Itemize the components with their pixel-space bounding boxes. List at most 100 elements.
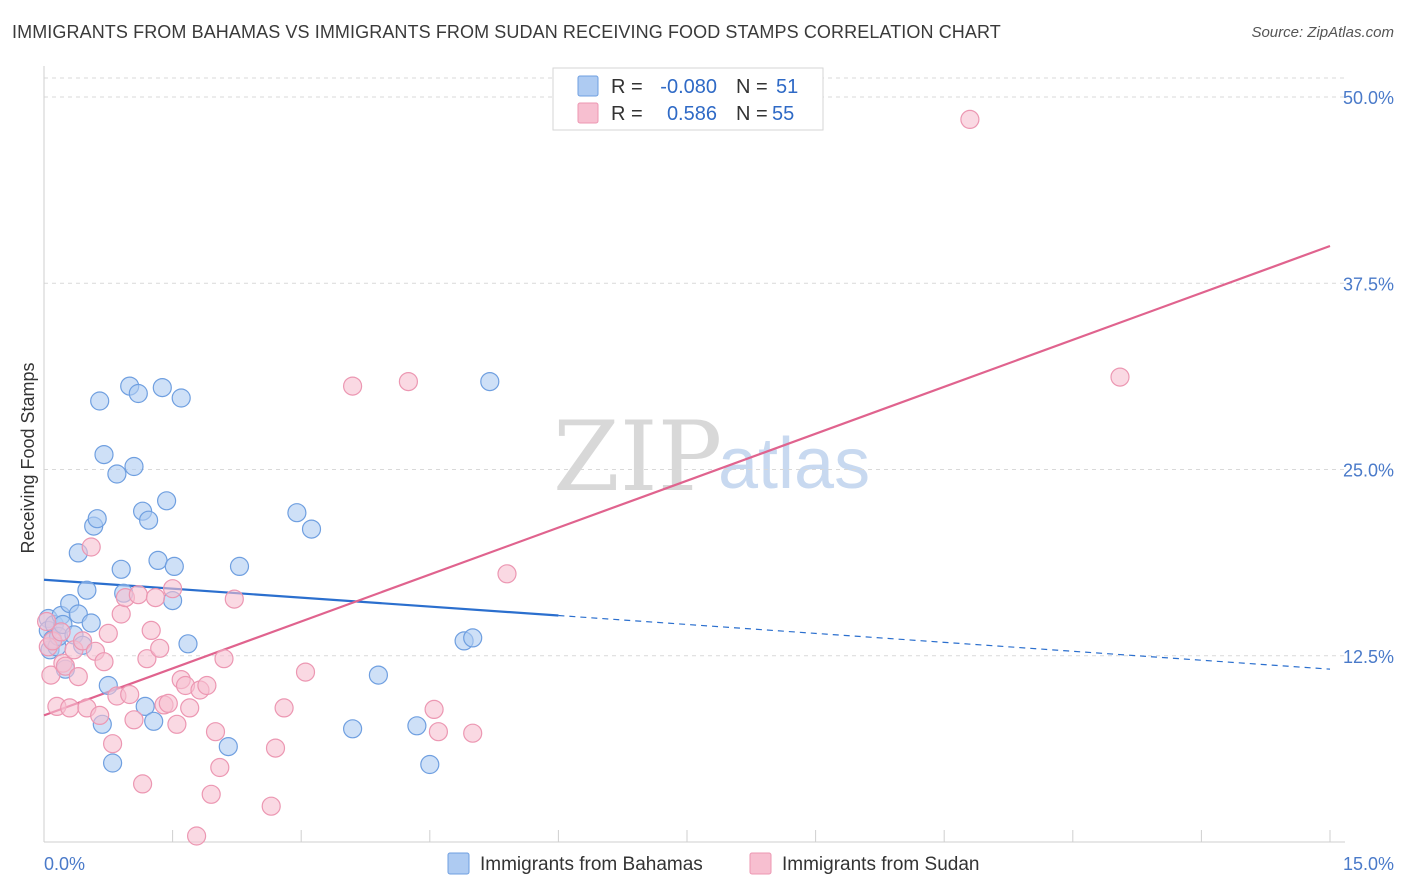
series-legend: Immigrants from Bahamas Immigrants from … — [447, 852, 979, 875]
legend-r-value-sudan: 0.586 — [667, 103, 717, 125]
point-sudan — [111, 604, 131, 624]
bottom-legend-label-sudan: Immigrants from Sudan — [782, 854, 979, 875]
chart-title: IMMIGRANTS FROM BAHAMAS VS IMMIGRANTS FR… — [12, 22, 1001, 42]
point-bahamas — [152, 378, 172, 398]
bottom-legend-label-bahamas: Immigrants from Bahamas — [480, 854, 703, 875]
point-bahamas — [368, 665, 388, 685]
legend-r-value-bahamas: -0.080 — [660, 76, 717, 98]
point-sudan — [265, 738, 286, 758]
points-layer — [36, 109, 1130, 846]
point-sudan — [398, 372, 418, 392]
point-sudan — [163, 579, 183, 599]
point-sudan — [214, 649, 234, 669]
legend-r-label-sudan: R = — [611, 103, 643, 125]
point-sudan — [261, 796, 281, 816]
point-sudan — [51, 622, 71, 642]
point-sudan — [960, 109, 980, 130]
trend-line-bahamas — [43, 578, 559, 617]
point-bahamas — [135, 696, 155, 717]
point-sudan — [94, 652, 114, 672]
trend-line-sudan — [43, 244, 1331, 717]
point-sudan — [463, 723, 483, 743]
x-tick-label-min: 0.0% — [44, 854, 85, 874]
point-sudan — [60, 698, 80, 718]
point-sudan — [1110, 367, 1130, 387]
point-bahamas — [171, 388, 191, 408]
y-tick-label: 50.0% — [1343, 88, 1394, 108]
point-sudan — [72, 631, 93, 651]
point-bahamas — [301, 519, 322, 539]
point-sudan — [210, 757, 230, 778]
x-tick-label-max: 15.0% — [1343, 854, 1394, 874]
trend-line-bahamas-extrapolated — [558, 614, 1331, 670]
point-bahamas — [87, 509, 107, 529]
point-bahamas — [139, 510, 159, 530]
point-sudan — [205, 722, 226, 742]
point-sudan — [295, 662, 316, 682]
point-sudan — [428, 722, 448, 742]
point-bahamas — [420, 754, 440, 775]
point-sudan — [158, 693, 178, 714]
point-sudan — [187, 826, 207, 846]
point-bahamas — [164, 556, 184, 577]
point-sudan — [81, 537, 101, 557]
point-sudan — [224, 589, 244, 609]
point-sudan — [145, 587, 166, 608]
source-label: Source: ZipAtlas.com — [1251, 24, 1394, 41]
point-bahamas — [229, 556, 250, 577]
point-sudan — [180, 698, 200, 718]
point-bahamas — [480, 372, 500, 392]
point-bahamas — [157, 491, 177, 511]
point-sudan — [343, 376, 363, 396]
point-sudan — [133, 774, 153, 794]
point-bahamas — [144, 711, 164, 731]
point-sudan — [128, 585, 148, 605]
point-sudan — [150, 638, 170, 658]
point-bahamas — [94, 445, 114, 465]
legend-swatch-bahamas — [577, 75, 599, 97]
y-tick-label: 12.5% — [1343, 647, 1394, 667]
point-sudan — [36, 611, 57, 632]
point-sudan — [90, 705, 110, 726]
point-sudan — [167, 714, 187, 734]
point-sudan — [55, 656, 76, 676]
point-bahamas — [111, 559, 131, 579]
y-tick-label: 25.0% — [1343, 461, 1394, 481]
legend-swatch-sudan — [577, 102, 599, 124]
point-sudan — [197, 675, 217, 696]
point-bahamas — [407, 716, 427, 736]
point-sudan — [274, 698, 294, 718]
point-sudan — [141, 620, 161, 641]
point-bahamas — [343, 719, 363, 739]
bottom-legend-swatch-bahamas — [447, 852, 470, 875]
point-sudan — [424, 699, 444, 720]
point-bahamas — [128, 383, 148, 404]
point-sudan — [120, 684, 140, 705]
point-sudan — [201, 784, 221, 804]
point-bahamas — [178, 634, 198, 654]
point-bahamas — [90, 391, 110, 411]
point-bahamas — [107, 464, 127, 484]
point-bahamas — [81, 613, 101, 633]
point-sudan — [124, 710, 144, 730]
point-bahamas — [102, 753, 123, 773]
axis-layer: 12.5% 25.0% 37.5% 50.0% — [43, 66, 1394, 843]
point-sudan — [41, 665, 61, 685]
trend-layer — [43, 244, 1331, 717]
point-bahamas — [124, 456, 144, 477]
legend-n-label-sudan: N = — [736, 103, 768, 125]
y-tick-label: 37.5% — [1343, 274, 1394, 294]
y-axis-label: Receiving Food Stamps — [18, 362, 38, 553]
point-sudan — [102, 734, 123, 754]
point-bahamas — [287, 503, 307, 523]
point-bahamas — [77, 580, 97, 600]
point-bahamas — [218, 736, 238, 757]
watermark-atlas: atlas — [718, 424, 870, 504]
point-bahamas — [463, 628, 483, 648]
point-sudan — [68, 666, 88, 687]
point-sudan — [137, 649, 157, 669]
correlation-legend: R = -0.080 N = 51 R = 0.586 N = 55 — [552, 67, 824, 131]
point-bahamas — [148, 550, 168, 571]
watermark-zip: ZIP — [553, 401, 722, 513]
